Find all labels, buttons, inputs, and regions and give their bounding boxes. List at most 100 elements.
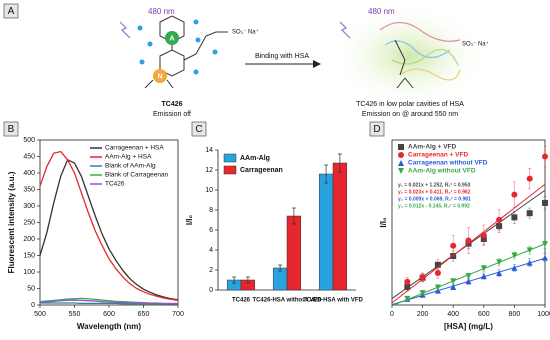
y-tick-label: 450	[23, 153, 35, 160]
marker	[542, 254, 548, 261]
x-axis-label: Wavelength (nm)	[77, 322, 141, 331]
marker	[542, 153, 548, 160]
y-tick-label: 0	[31, 302, 35, 309]
light-icon	[339, 21, 351, 39]
y-tick-label: 4	[209, 247, 213, 254]
legend-label: Carrageenan + VFD	[408, 152, 468, 159]
marker	[542, 199, 548, 206]
error-bar	[337, 153, 342, 173]
y-tick-label: 150	[23, 252, 35, 259]
error-bar	[278, 264, 283, 272]
legend-label: Carrageenan	[240, 167, 283, 174]
y-tick-label: 2	[209, 267, 213, 274]
error-bar	[232, 276, 237, 284]
emission-glow	[330, 4, 490, 108]
y-axis-label: I/I₀	[185, 214, 194, 225]
svg-text:A: A	[169, 35, 174, 42]
panel-a: A 480 nm A N SO₃⁻ Na⁺ TC426 Emission off…	[3, 3, 490, 118]
marker	[526, 247, 533, 254]
y-tick-label: 100	[23, 269, 35, 276]
light-label: 480 nm	[368, 7, 395, 16]
marker	[511, 191, 518, 198]
marker	[434, 270, 441, 277]
marker	[404, 295, 411, 302]
panel-label: C	[195, 124, 202, 135]
x-tick-label: 0	[390, 311, 394, 318]
x-tick-label: 1000	[537, 311, 550, 318]
x-tick-label: 500	[34, 311, 46, 318]
light-label: 480 nm	[148, 7, 175, 16]
x-tick-label: 700	[172, 311, 184, 318]
legend-label: AAm-Alg	[240, 155, 270, 162]
marker	[465, 237, 472, 244]
marker	[404, 283, 411, 290]
x-tick-label: 650	[138, 311, 150, 318]
y-tick-label: 500	[23, 137, 35, 144]
bar	[332, 162, 348, 291]
marker	[434, 261, 441, 268]
light-icon	[119, 21, 131, 39]
marker	[480, 273, 487, 280]
marker	[511, 264, 518, 271]
line	[39, 299, 178, 305]
legend-marker	[398, 160, 404, 166]
x-tick-label: TC426-HSA with VFD	[303, 298, 363, 304]
marker	[480, 232, 487, 239]
marker	[404, 278, 411, 285]
equation: y₄ = 0.012x - 0.145, R₄² = 0.992	[398, 203, 470, 209]
panel-label-box	[3, 121, 19, 137]
right-name: TC426 in low polar cavities of HSA	[356, 101, 464, 108]
y-tick-label: 8	[209, 207, 213, 214]
right-state: Emission on @ around 550 nm	[362, 111, 458, 118]
legend-label: Carrageenan + HSA	[105, 145, 164, 152]
marker	[450, 242, 457, 249]
y-axis-label: Fluorescent intensity (a.u.)	[7, 171, 16, 273]
marker	[496, 259, 503, 266]
x-tick-label: 600	[103, 311, 115, 318]
legend-marker	[398, 152, 404, 158]
marker	[465, 273, 472, 280]
line	[39, 150, 179, 302]
y-tick-label: 350	[23, 186, 35, 193]
marker	[434, 287, 441, 294]
marker	[542, 241, 548, 248]
panel-label-box	[3, 3, 19, 19]
legend-label: AAm-Alg without VFD	[408, 168, 476, 175]
panel-label-box	[369, 121, 385, 137]
group-label: SO₃⁻ Na⁺	[462, 41, 489, 48]
equation: y₃ = 0.009x + 0.069, R₃² = 0.981	[398, 196, 471, 202]
panel-label: B	[8, 124, 15, 135]
equation: y₁ = 0.021x + 1.252, R₁² = 0.953	[398, 182, 471, 188]
molecule-left: A N	[144, 15, 228, 89]
marker	[496, 216, 503, 223]
marker	[480, 265, 487, 272]
marker	[526, 210, 533, 217]
panel-label: A	[8, 6, 15, 17]
error-bar	[245, 276, 250, 284]
x-tick-label: 400	[447, 311, 459, 318]
panel-label-box	[191, 121, 207, 137]
arrow-label: Binding with HSA	[255, 53, 309, 60]
error-bar	[324, 164, 329, 184]
group-label: SO₃⁻ Na⁺	[232, 29, 259, 36]
panel-label: D	[373, 124, 380, 135]
marker	[450, 283, 457, 290]
y-tick-label: 6	[209, 227, 213, 234]
x-tick-label: TC426-HSA without VFD	[252, 298, 322, 304]
y-tick-label: 200	[23, 236, 35, 243]
y-tick-label: 400	[23, 170, 35, 177]
bar	[286, 215, 302, 291]
water-dots	[137, 19, 218, 75]
x-tick-label: 200	[417, 311, 429, 318]
error-bar	[291, 207, 296, 225]
marker	[434, 284, 441, 291]
y-axis-label: I/I₀	[379, 217, 388, 228]
x-tick-label: 600	[478, 311, 490, 318]
line	[39, 158, 179, 301]
plot-frame	[391, 139, 546, 306]
protein	[379, 21, 461, 89]
y-tick-label: 14	[205, 147, 213, 154]
bar	[318, 173, 334, 291]
x-axis-label: [HSA] (mg/L)	[444, 322, 493, 331]
